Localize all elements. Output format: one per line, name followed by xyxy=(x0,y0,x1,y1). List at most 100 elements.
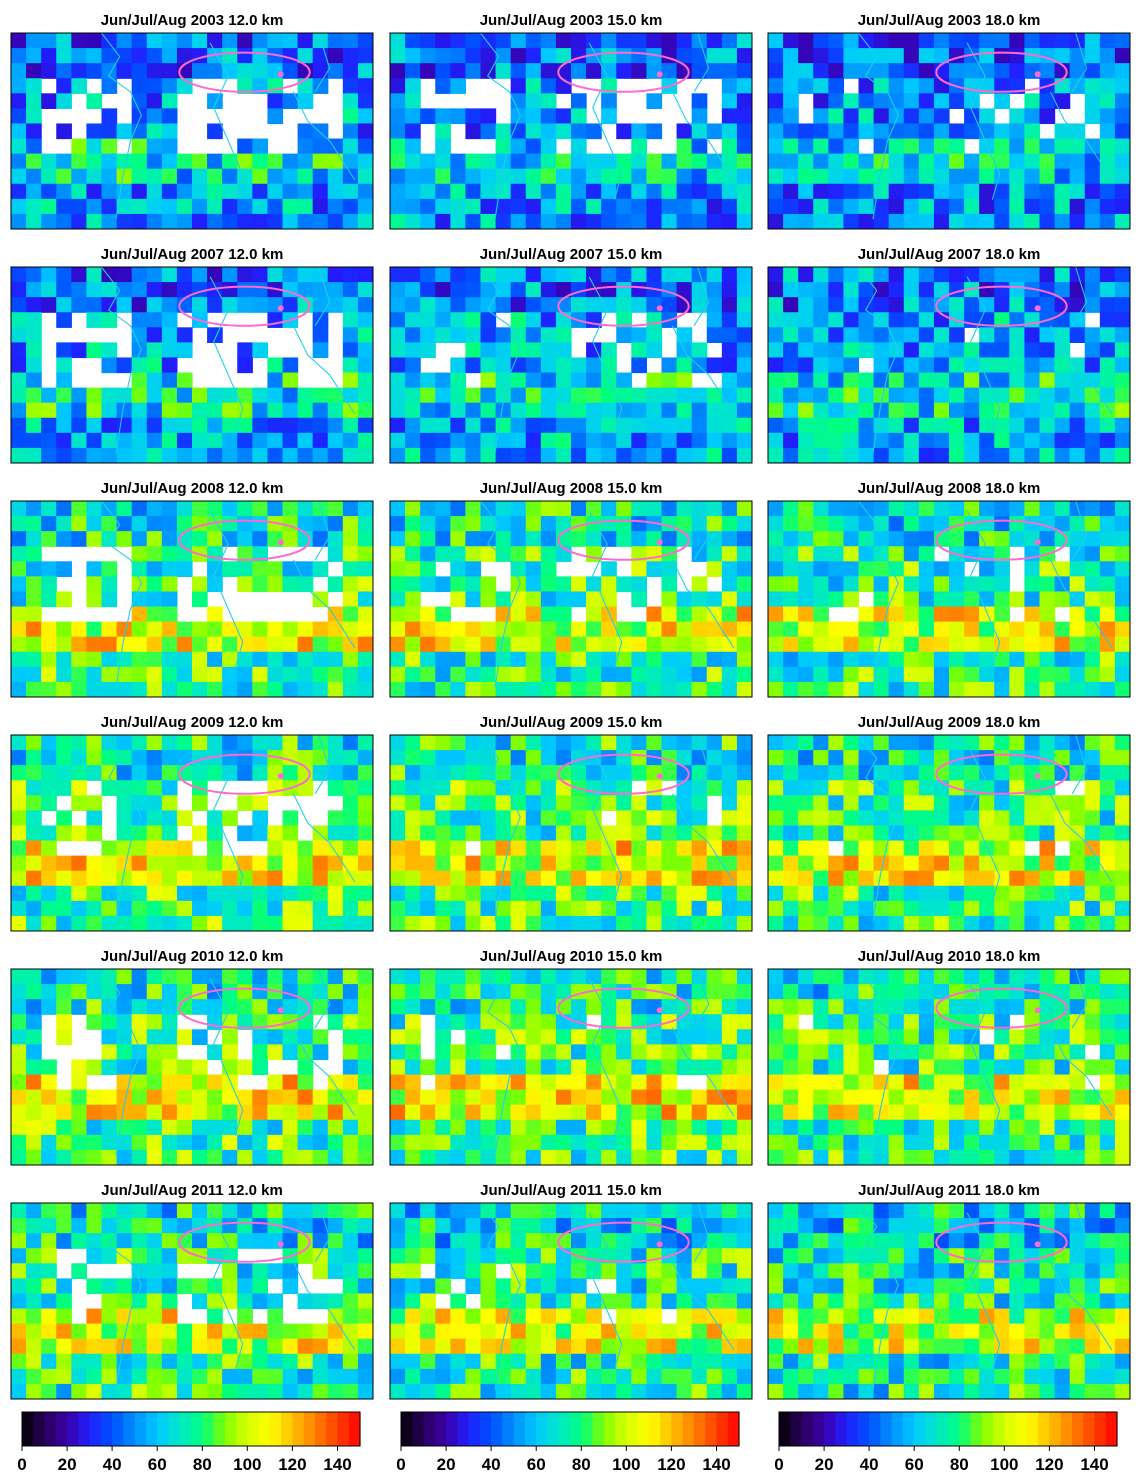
heatmap-cell xyxy=(918,63,935,79)
heatmap-cell xyxy=(327,168,344,185)
heatmap-cell xyxy=(586,1059,602,1076)
heatmap-cell xyxy=(176,447,193,463)
heatmap-cell xyxy=(571,636,587,653)
heatmap-cell xyxy=(342,1308,359,1325)
coastline xyxy=(671,1027,735,1117)
heatmap-cell xyxy=(858,387,875,404)
heatmap-cell xyxy=(161,546,178,562)
heatmap-cell xyxy=(768,1074,784,1091)
heatmap-cell xyxy=(676,1248,693,1264)
heatmap-cell xyxy=(420,636,436,653)
heatmap-cell xyxy=(450,447,467,463)
heatmap-cell xyxy=(888,1014,905,1030)
heatmap-cell xyxy=(312,840,329,857)
heatmap-cell xyxy=(495,531,512,547)
heatmap-cell xyxy=(222,900,238,917)
heatmap-cell xyxy=(26,681,42,697)
heatmap-cell xyxy=(888,840,905,857)
heatmap-cell xyxy=(1024,153,1041,170)
heatmap-cell xyxy=(207,1248,223,1264)
heatmap-cell xyxy=(101,651,118,668)
heatmap-cell xyxy=(873,651,890,668)
heatmap-cell xyxy=(1114,870,1130,887)
heatmap-cell xyxy=(312,63,329,79)
heatmap-cell xyxy=(192,1383,208,1399)
heatmap-cell xyxy=(1024,825,1041,842)
heatmap-cell xyxy=(342,681,359,697)
heatmap-cell xyxy=(933,33,950,49)
heatmap-cell xyxy=(86,48,103,64)
heatmap-cell xyxy=(41,681,57,697)
heatmap-cell xyxy=(903,1149,920,1165)
heatmap-cell xyxy=(405,636,421,653)
coastline xyxy=(966,42,1001,200)
heatmap-cell xyxy=(1039,153,1056,170)
heatmap-cell xyxy=(252,1089,269,1106)
heatmap-cell xyxy=(691,297,708,313)
heatmap-cell xyxy=(1024,48,1041,64)
heatmap-cell xyxy=(161,402,178,419)
heatmap-cell xyxy=(26,48,42,64)
heatmap-cell xyxy=(721,1014,738,1030)
heatmap-cell xyxy=(616,915,632,931)
heatmap-cell xyxy=(918,591,935,608)
heatmap-cell xyxy=(131,417,148,434)
heatmap-cell xyxy=(450,681,467,697)
heatmap-cell xyxy=(949,297,965,313)
heatmap-cell xyxy=(631,840,648,857)
heatmap-cell xyxy=(798,999,814,1015)
heatmap-cell xyxy=(161,531,178,547)
heatmap-cell xyxy=(357,1059,373,1076)
heatmap-cell xyxy=(56,93,72,109)
heatmap-cell xyxy=(312,1104,329,1121)
heatmap-cell xyxy=(1054,123,1071,140)
heatmap-cell xyxy=(798,870,814,887)
heatmap-cell xyxy=(1024,108,1041,125)
heatmap-cell xyxy=(510,780,527,796)
heatmap-cell xyxy=(357,1203,373,1219)
heatmap-cell xyxy=(601,870,617,887)
heatmap-cell xyxy=(357,1323,373,1340)
heatmap-cell xyxy=(11,327,27,343)
heatmap-cell xyxy=(571,840,587,857)
panel-frame xyxy=(10,1202,374,1400)
heatmap-cell xyxy=(1084,750,1101,766)
heatmap-cell xyxy=(1099,387,1116,404)
heatmap-cell xyxy=(101,108,118,125)
heatmap-cell xyxy=(979,531,995,547)
heatmap-cell xyxy=(813,531,829,547)
heatmap-cell xyxy=(888,312,905,328)
heatmap-cell xyxy=(146,636,163,653)
heatmap-cell xyxy=(768,651,784,668)
heatmap-cell xyxy=(1039,447,1056,463)
heatmap-cell xyxy=(691,636,708,653)
heatmap-cell xyxy=(1039,666,1056,683)
heatmap-cell xyxy=(873,153,890,170)
heatmap-cell xyxy=(783,297,799,313)
heatmap-cell xyxy=(571,900,587,917)
heatmap-cell xyxy=(357,153,373,170)
heatmap-cell xyxy=(420,168,436,185)
heatmap-cell xyxy=(390,1338,406,1355)
heatmap-cell xyxy=(11,531,27,547)
heatmap-cell xyxy=(1069,198,1086,215)
heatmap-cell xyxy=(342,561,359,577)
heatmap-cell xyxy=(56,501,72,517)
heatmap-cell xyxy=(1039,681,1056,697)
heatmap-cell xyxy=(631,591,648,608)
heatmap-cell xyxy=(918,168,935,185)
heatmap-cell xyxy=(495,1134,512,1151)
heatmap-cell xyxy=(282,1134,299,1151)
heatmap-cell xyxy=(327,1218,344,1234)
heatmap-cell xyxy=(510,282,527,298)
heatmap-cell xyxy=(267,1323,284,1340)
heatmap-cell xyxy=(495,969,512,985)
heatmap-cell xyxy=(858,48,875,64)
heatmap-cell xyxy=(813,138,829,155)
heatmap-cell xyxy=(41,885,57,902)
heatmap-cell xyxy=(41,1248,57,1264)
heatmap-cell xyxy=(1009,636,1026,653)
heatmap-cell xyxy=(768,1149,784,1165)
heatmap-cell xyxy=(71,735,88,751)
heatmap-cell xyxy=(691,915,708,931)
